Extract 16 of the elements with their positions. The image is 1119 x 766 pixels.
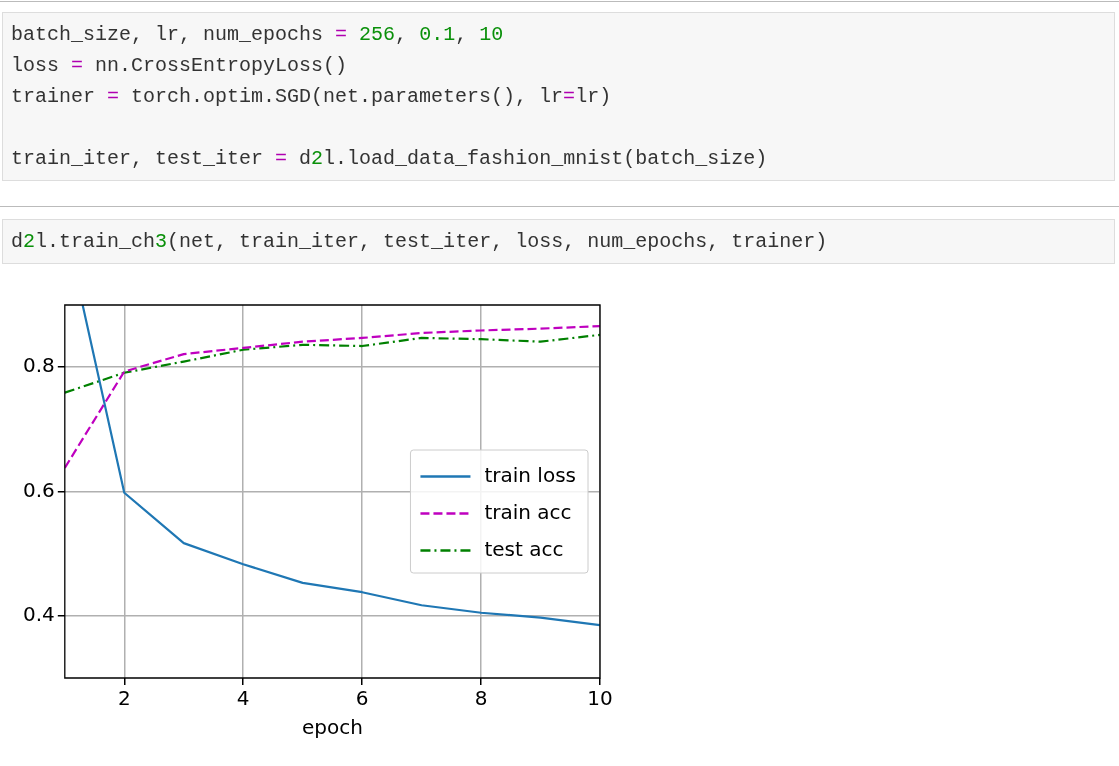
y-tick-label: 0.4 — [22, 602, 55, 627]
legend-label: train loss — [484, 462, 576, 487]
x-tick-label: 2 — [117, 686, 131, 711]
x-tick-label: 4 — [236, 686, 250, 711]
y-tick-label: 0.8 — [22, 353, 55, 378]
legend-label: test acc — [484, 536, 564, 561]
text: batch_size, lr, num_epochs = 256, 0.1, 10 loss = nn.CrossEntropyLoss() trainer = torch.optim.SGD(net.parameters(), lr=lr) train_iter, test_iter = d2l.load_data_fashion_mnist(batch_size) — [11, 23, 768, 170]
legend-label: train acc — [484, 499, 572, 524]
x-tick-label: 8 — [474, 686, 488, 711]
x-tick-label: 10 — [587, 686, 613, 711]
y-tick-label: 0.6 — [22, 477, 55, 502]
line-series — [64, 333, 600, 394]
x-axis-title: epoch — [301, 715, 363, 740]
x-tick-label: 6 — [355, 686, 369, 711]
text: d2l.train_ch3(net, train_iter, test_iter, loss, num_epochs, trainer) — [11, 230, 828, 253]
line-series — [64, 325, 600, 469]
